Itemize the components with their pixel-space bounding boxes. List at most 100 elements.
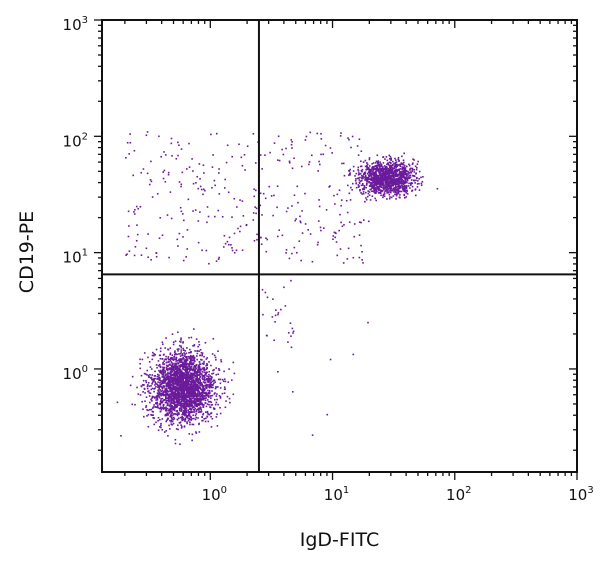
scatter-point bbox=[168, 400, 170, 403]
scatter-point bbox=[261, 168, 263, 170]
scatter-point bbox=[189, 381, 192, 383]
scatter-point bbox=[171, 394, 174, 397]
scatter-point bbox=[416, 186, 419, 188]
scatter-point bbox=[189, 369, 191, 371]
scatter-point bbox=[184, 366, 186, 368]
scatter-point bbox=[191, 363, 193, 366]
scatter-point bbox=[188, 370, 191, 373]
scatter-point bbox=[173, 362, 175, 365]
scatter-point bbox=[146, 172, 149, 175]
scatter-point bbox=[151, 381, 154, 384]
scatter-point bbox=[369, 173, 372, 176]
scatter-point bbox=[361, 177, 363, 180]
scatter-point bbox=[221, 378, 224, 381]
scatter-point bbox=[139, 394, 142, 396]
scatter-point bbox=[187, 368, 190, 370]
scatter-point bbox=[152, 396, 155, 398]
scatter-point bbox=[210, 378, 213, 380]
scatter-point bbox=[178, 398, 180, 401]
scatter-point bbox=[418, 182, 420, 185]
scatter-point bbox=[233, 372, 236, 375]
scatter-point bbox=[178, 371, 181, 373]
scatter-point bbox=[147, 413, 150, 416]
scatter-point bbox=[378, 171, 380, 174]
scatter-point bbox=[174, 368, 176, 371]
scatter-point bbox=[339, 248, 342, 250]
y-tick-label: 102 bbox=[63, 131, 88, 150]
scatter-point bbox=[375, 177, 378, 179]
scatter-point bbox=[407, 185, 410, 187]
scatter-point bbox=[185, 410, 188, 413]
scatter-point bbox=[190, 380, 193, 382]
scatter-point bbox=[191, 439, 193, 442]
scatter-point bbox=[214, 381, 216, 383]
scatter-point bbox=[159, 410, 162, 413]
scatter-point bbox=[266, 334, 268, 337]
scatter-point bbox=[192, 328, 195, 330]
scatter-point bbox=[141, 400, 143, 403]
scatter-point bbox=[165, 358, 167, 360]
scatter-point bbox=[171, 399, 174, 402]
scatter-point bbox=[163, 374, 165, 376]
scatter-point bbox=[201, 394, 203, 397]
scatter-point bbox=[335, 241, 338, 243]
scatter-point bbox=[165, 397, 168, 400]
scatter-point bbox=[176, 394, 178, 397]
scatter-point bbox=[178, 402, 181, 405]
scatter-point bbox=[190, 388, 192, 391]
scatter-point bbox=[151, 387, 154, 390]
scatter-point bbox=[394, 178, 397, 181]
scatter-point bbox=[127, 235, 130, 238]
scatter-point bbox=[189, 354, 192, 357]
scatter-point bbox=[355, 186, 358, 189]
scatter-point bbox=[177, 373, 180, 375]
scatter-point bbox=[361, 170, 363, 173]
scatter-point bbox=[382, 178, 384, 181]
scatter-point bbox=[157, 386, 159, 388]
scatter-point bbox=[159, 407, 162, 410]
scatter-point bbox=[184, 370, 187, 372]
scatter-point bbox=[319, 163, 321, 166]
scatter-point bbox=[393, 178, 395, 181]
scatter-point bbox=[164, 154, 167, 156]
scatter-point bbox=[150, 368, 153, 370]
scatter-point bbox=[146, 385, 149, 388]
scatter-point bbox=[175, 157, 178, 160]
scatter-point bbox=[190, 387, 193, 390]
scatter-point bbox=[172, 393, 175, 396]
scatter-point bbox=[385, 170, 388, 173]
scatter-point bbox=[406, 181, 408, 184]
scatter-point bbox=[165, 373, 167, 375]
scatter-point bbox=[165, 361, 168, 364]
scatter-point bbox=[338, 189, 341, 192]
scatter-point bbox=[206, 371, 208, 374]
scatter-point bbox=[413, 159, 415, 161]
scatter-point bbox=[215, 401, 218, 404]
scatter-point bbox=[195, 384, 198, 387]
scatter-point bbox=[359, 189, 361, 192]
scatter-point bbox=[171, 357, 173, 360]
scatter-point bbox=[171, 155, 173, 157]
scatter-point bbox=[190, 363, 193, 366]
scatter-point bbox=[197, 345, 199, 348]
scatter-point bbox=[388, 180, 391, 183]
scatter-point bbox=[204, 341, 207, 344]
scatter-point bbox=[181, 381, 184, 384]
scatter-point bbox=[277, 313, 279, 316]
scatter-point bbox=[198, 423, 200, 426]
scatter-point bbox=[177, 362, 179, 364]
scatter-point bbox=[217, 350, 219, 352]
scatter-point bbox=[404, 181, 407, 183]
scatter-point bbox=[324, 144, 327, 147]
scatter-point bbox=[376, 161, 379, 163]
scatter-point bbox=[412, 158, 414, 160]
scatter-point bbox=[386, 177, 389, 180]
scatter-point bbox=[382, 168, 384, 170]
scatter-point bbox=[172, 388, 174, 390]
scatter-point bbox=[158, 392, 160, 395]
scatter-point bbox=[192, 182, 195, 185]
scatter-point bbox=[253, 239, 256, 242]
scatter-point bbox=[389, 177, 392, 180]
scatter-point bbox=[171, 385, 174, 387]
scatter-point bbox=[383, 168, 386, 171]
